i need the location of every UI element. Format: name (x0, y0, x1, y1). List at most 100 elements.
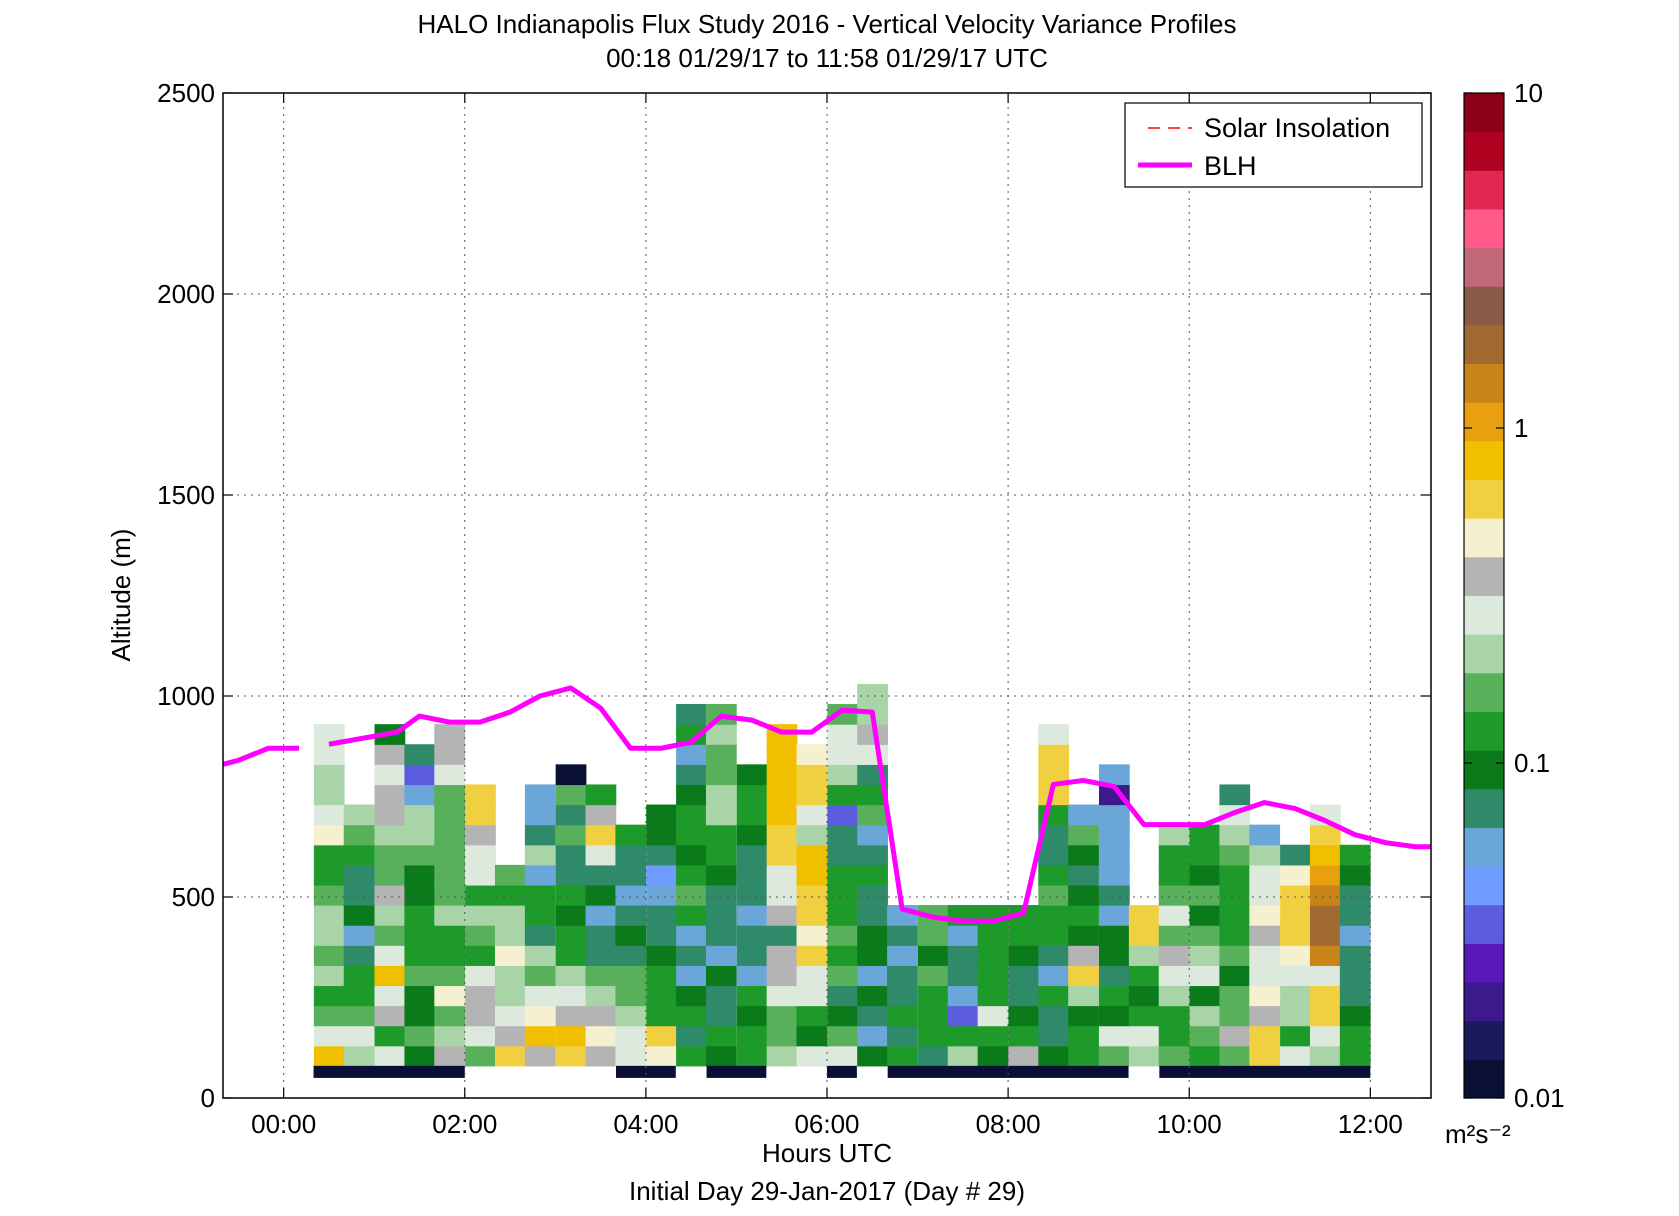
heatmap-cell (494, 965, 526, 987)
bottom-bar-segment (887, 1065, 1129, 1078)
y-axis: 0 500 1000 1500 2000 2500 (157, 78, 1431, 1113)
heatmap-cell (1068, 1045, 1099, 1067)
heatmap-cell (676, 844, 707, 866)
x-tick-label: 00:00 (251, 1109, 316, 1139)
heatmap-cell (1280, 884, 1311, 906)
heatmap-cell (676, 1005, 707, 1027)
heatmap-cell (615, 1005, 647, 1027)
heatmap-cell (1189, 824, 1221, 846)
heatmap-cell (1158, 985, 1190, 1007)
heatmap-cell (1339, 905, 1371, 926)
bottom-bar-segment (827, 1065, 857, 1078)
heatmap-cell (374, 945, 406, 966)
heatmap-cell (585, 925, 617, 946)
y-tick-label: 2000 (157, 279, 215, 309)
heatmap-cell (465, 945, 496, 966)
heatmap-cell (1249, 905, 1281, 926)
heatmap-cell (766, 1025, 798, 1047)
heatmap-cell (434, 744, 466, 765)
y-tick-label: 2500 (157, 78, 215, 108)
heatmap-cell (1249, 965, 1281, 987)
heatmap-cell (524, 1025, 556, 1047)
heatmap-cell (1038, 1045, 1070, 1067)
bottom-bar (313, 1065, 1371, 1078)
colorbar-band (1464, 1059, 1504, 1099)
heatmap-cell (585, 864, 617, 886)
heatmap-cell (736, 925, 768, 946)
heatmap-cell (1128, 945, 1160, 966)
heatmap-cell (676, 985, 707, 1007)
colorbar-band (1464, 595, 1504, 635)
heatmap-cell (947, 1045, 979, 1067)
heatmap-cell (434, 1045, 466, 1067)
heatmap-cell (676, 905, 707, 926)
heatmap-cell (313, 744, 345, 765)
heatmap-cell (1128, 905, 1160, 926)
heatmap-cell (1249, 925, 1281, 946)
heatmap-cell (313, 884, 345, 906)
heatmap-cell (1038, 1005, 1070, 1027)
colorbar-band (1464, 170, 1504, 210)
heatmap-cell (434, 985, 466, 1007)
heatmap-cell (676, 744, 707, 765)
colorbar-band (1464, 672, 1504, 712)
heatmap-cell (615, 824, 647, 846)
heatmap-cell (1280, 1025, 1311, 1047)
heatmap-cell (1189, 1005, 1221, 1027)
heatmap-cell (676, 864, 707, 886)
heatmap-cell (736, 945, 768, 966)
heatmap-cell (343, 965, 375, 987)
heatmap-cell (1339, 844, 1371, 866)
heatmap-cell (705, 945, 737, 966)
heatmap-cell (1038, 925, 1070, 946)
heatmap-cell (736, 824, 768, 846)
heatmap-cell (1280, 844, 1311, 866)
heatmap-cell (313, 864, 345, 886)
heatmap-cell (1098, 945, 1130, 966)
blh-line (223, 685, 1431, 924)
heatmap-cell (374, 804, 406, 826)
heatmap-cell (343, 945, 375, 966)
heatmap-cell (1309, 1045, 1341, 1067)
heatmap-cell (827, 1005, 859, 1027)
heatmap-cell (434, 844, 466, 866)
heatmap-cell (766, 884, 798, 906)
heatmap-cell (736, 844, 768, 866)
heatmap-cell (917, 985, 949, 1007)
heatmap-cell (827, 724, 859, 745)
bottom-bar-segment (706, 1065, 767, 1078)
heatmap-cell (646, 884, 677, 906)
heatmap-cell (676, 945, 707, 966)
heatmap-cell (676, 804, 707, 826)
y-tick-label: 500 (172, 882, 215, 912)
heatmap-cell (555, 905, 587, 926)
heatmap-cell (766, 945, 798, 966)
heatmap-cell (857, 844, 888, 866)
heatmap-cell (796, 884, 828, 906)
heatmap-cell (977, 1045, 1009, 1067)
heatmap-cell (736, 1045, 768, 1067)
heatmap-cell (434, 905, 466, 926)
x-axis-label: Hours UTC (762, 1138, 892, 1168)
heatmap-cell (887, 945, 918, 966)
heatmap-cell (1158, 1005, 1190, 1027)
heatmap-cell (857, 784, 888, 806)
heatmap-cell (1068, 864, 1099, 886)
heatmap-cell (465, 884, 496, 906)
heatmap-cell (404, 884, 436, 906)
heatmap-cell (857, 1025, 888, 1047)
heatmap-cell (857, 864, 888, 886)
heatmap-cell (1038, 844, 1070, 866)
heatmap-cell (827, 1045, 859, 1067)
heatmap-cell (1339, 1005, 1371, 1027)
heatmap-cell (1098, 925, 1130, 946)
heatmap-cell (1008, 985, 1040, 1007)
heatmap-cell (827, 925, 859, 946)
heatmap-cell (705, 884, 737, 906)
x-tick-label: 04:00 (613, 1109, 678, 1139)
heatmap-cell (857, 744, 888, 765)
heatmap-cell (676, 764, 707, 786)
heatmap-cell (404, 985, 436, 1007)
heatmap-cell (1128, 1005, 1160, 1027)
heatmap-cell (313, 844, 345, 866)
